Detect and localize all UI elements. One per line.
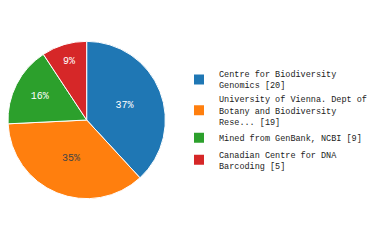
svg-text:Mined from GenBank, NCBI [9]: Mined from GenBank, NCBI [9] <box>219 134 362 144</box>
svg-text:Canadian Centre for DNABarcodi: Canadian Centre for DNABarcoding [5] <box>219 151 337 172</box>
svg-text:37%: 37% <box>116 100 134 111</box>
svg-text:9%: 9% <box>63 56 75 67</box>
svg-text:Centre for BiodiversityGenomic: Centre for BiodiversityGenomics [20] <box>219 70 336 91</box>
svg-text:16%: 16% <box>31 91 49 102</box>
svg-text:University of Vienna. Dept ofB: University of Vienna. Dept ofBotany and … <box>219 95 367 127</box>
svg-text:35%: 35% <box>62 153 80 164</box>
